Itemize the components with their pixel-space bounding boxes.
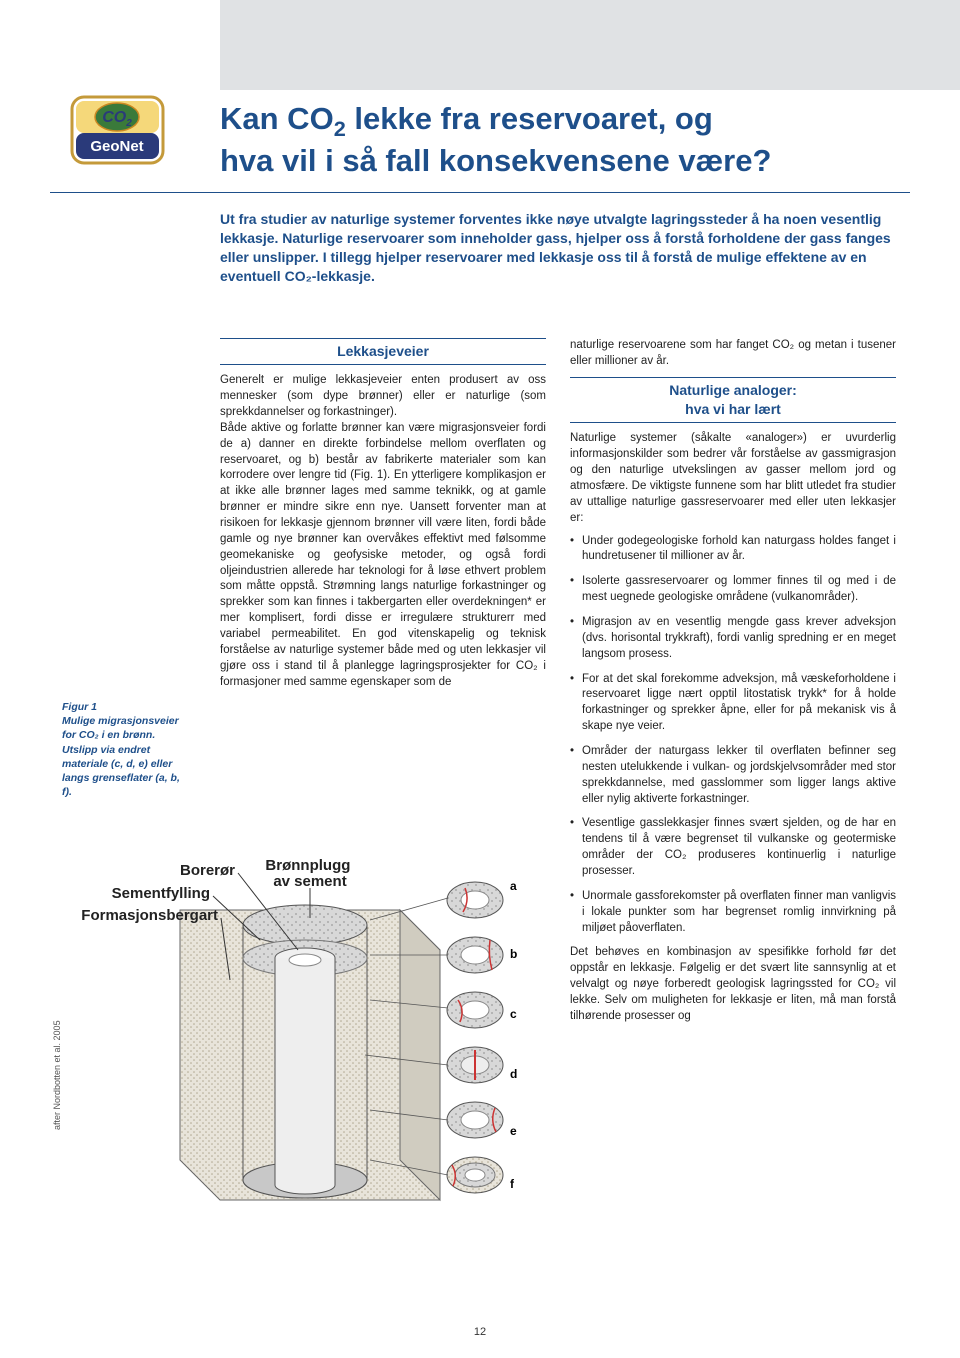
bullet-item: Områder der naturgass lekker til overfla… — [570, 744, 896, 807]
bullet-item: Vesentlige gasslekkasjer finnes svært sj… — [570, 816, 896, 879]
section-heading-1: Lekkasjeveier — [220, 338, 546, 365]
bullet-item: Isolerte gassreservoarer og lommer finne… — [570, 574, 896, 606]
page-title: Kan CO2 lekke fra reservoaret, og hva vi… — [220, 100, 920, 179]
bullet-item: Under godegeologiske forhold kan naturga… — [570, 534, 896, 566]
left-column: Lekkasjeveier Generelt er mulige lekkasj… — [220, 338, 546, 691]
svg-text:b: b — [510, 947, 517, 961]
fig-label-formasjonsbergart: Formasjonsbergart — [81, 907, 218, 924]
col2-tail: Det behøves en kombinasjon av spesifikke… — [570, 945, 896, 1024]
bullet-list: Under godegeologiske forhold kan naturga… — [570, 534, 896, 937]
figure-caption: Figur 1 Mulige migrasjonsveier for CO₂ i… — [62, 700, 192, 799]
figure-1-diagram: Borerør Sementfylling Formasjonsbergart … — [70, 840, 540, 1220]
section2-line1: Naturlige analoger: — [669, 382, 797, 398]
svg-text:a: a — [510, 879, 517, 893]
section2-line2: hva vi har lært — [685, 401, 781, 417]
page-number: 12 — [0, 1326, 960, 1338]
svg-text:c: c — [510, 1007, 517, 1021]
col2-top: naturlige reservoarene som har fanget CO… — [570, 338, 896, 370]
bullet-item: For at det skal forekomme adveksjon, må … — [570, 672, 896, 735]
title-part2: lekke fra reservoaret, og — [346, 101, 713, 136]
bullet-item: Unormale gassforekomster på overflaten f… — [570, 889, 896, 937]
col2-body: Naturlige systemer (såkalte «analoger») … — [570, 431, 896, 526]
bullet-item: Migrasjon av en vesentlig mengde gass kr… — [570, 615, 896, 663]
svg-text:d: d — [510, 1067, 517, 1081]
figure-credit: after Nordbotten et al. 2005 — [52, 1020, 62, 1130]
fig-label-borerør: Borerør — [180, 862, 235, 879]
svg-text:GeoNet: GeoNet — [90, 138, 143, 155]
title-part1: Kan CO — [220, 101, 334, 136]
svg-text:f: f — [510, 1177, 515, 1191]
title-line2: hva vil i så fall konsekvensene være? — [220, 143, 771, 178]
svg-text:e: e — [510, 1124, 517, 1138]
right-column: naturlige reservoarene som har fanget CO… — [570, 338, 896, 1032]
horizontal-rule — [50, 192, 910, 193]
fig-label-bronnplugg: Brønnplugg av sement — [265, 857, 354, 890]
header-gray-block — [220, 0, 960, 90]
fig-label-sementfylling: Sementfylling — [112, 885, 210, 902]
lead-paragraph: Ut fra studier av naturlige systemer for… — [220, 210, 900, 286]
geonet-logo: CO2 GeoNet — [70, 95, 165, 165]
col1-body: Generelt er mulige lekkasjeveier enten p… — [220, 373, 546, 690]
section-heading-2: Naturlige analoger: hva vi har lært — [570, 377, 896, 424]
title-sub: 2 — [334, 116, 346, 141]
